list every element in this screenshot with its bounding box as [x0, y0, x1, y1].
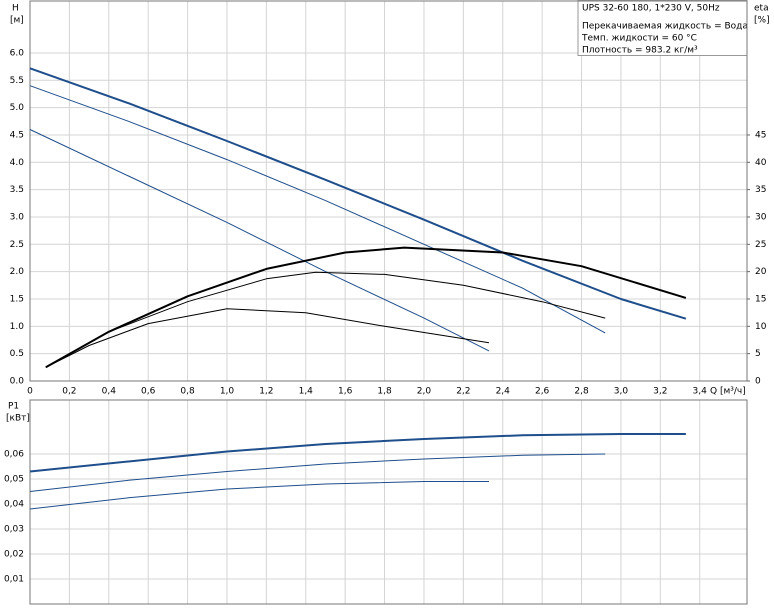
curve — [29, 129, 490, 352]
y-tick-label: 0,03 — [4, 525, 24, 535]
y-tick-label: 4.5 — [10, 130, 24, 140]
y-tick-label: 5.0 — [10, 103, 25, 113]
x-tick-label: 0,2 — [62, 387, 76, 397]
y-tick-label: 6.0 — [10, 48, 25, 58]
curve — [29, 481, 489, 510]
plot-frame — [29, 0, 748, 382]
y-tick-label: 0,01 — [4, 575, 24, 585]
x-tick-label: 2,4 — [496, 387, 511, 397]
y-tick-label: 3.5 — [10, 185, 24, 195]
y2-tick-label: 5 — [755, 349, 761, 359]
annotation: Плотность = 983.2 кг/м³ — [582, 46, 698, 56]
curve — [29, 433, 686, 473]
y-tick-label: 0,05 — [4, 475, 24, 485]
y-tick-label: 0,06 — [4, 450, 24, 460]
curve — [29, 453, 606, 492]
y2-tick-label: 25 — [755, 240, 766, 250]
y-tick-label: 4.0 — [10, 158, 25, 168]
chart-title: UPS 32-60 180, 1*230 V, 50Hz — [582, 4, 720, 14]
curve — [29, 67, 687, 320]
x-tick-label: 2,8 — [574, 387, 589, 397]
x-tick-label: 3,0 — [614, 387, 629, 397]
annotation: Темп. жидкости = 60 °C — [581, 34, 697, 44]
x-tick-label: 0,6 — [141, 387, 156, 397]
y2-tick-label: 40 — [755, 158, 767, 168]
x-tick-label: 1,0 — [220, 387, 235, 397]
x-tick-label: 1,2 — [259, 387, 273, 397]
y-tick-label: 5.5 — [10, 76, 24, 86]
x-tick-label: 2,0 — [417, 387, 432, 397]
x-label: Q [м³/ч] — [710, 387, 746, 397]
curve — [45, 246, 687, 369]
y-tick-label: 2.0 — [10, 267, 25, 277]
x-tick-label: 3,2 — [653, 387, 667, 397]
x-tick-label: 2,6 — [535, 387, 550, 397]
info-box — [577, 0, 748, 56]
x-tick-label: 3,4 — [693, 387, 708, 397]
y-unit: [м] — [10, 16, 24, 26]
y-tick-label: 0.5 — [10, 349, 24, 359]
x-tick-label: 0,8 — [180, 387, 195, 397]
y-unit: [кВт] — [6, 414, 30, 424]
y-tick-label: 0,04 — [4, 500, 24, 510]
y-tick-label: 0,02 — [4, 550, 24, 560]
y2-tick-label: 45 — [755, 130, 766, 140]
x-tick-label: 2,2 — [456, 387, 470, 397]
x-tick-label: 0,4 — [102, 387, 117, 397]
y2-tick-label: 20 — [755, 267, 767, 277]
annotation: Перекачиваемая жидкость = Вода — [582, 22, 748, 32]
y2-tick-label: 35 — [755, 185, 766, 195]
y-tick-label: 0.0 — [10, 377, 25, 387]
curve — [45, 271, 606, 368]
y2-tick-label: 0 — [755, 377, 761, 387]
x-tick-label: 0 — [27, 387, 33, 397]
y2-tick-label: 30 — [755, 212, 767, 222]
y-tick-label: 2.5 — [10, 240, 24, 250]
x-tick-label: 1,8 — [377, 387, 392, 397]
y2-tick-label: 15 — [755, 294, 766, 304]
curve — [29, 85, 606, 334]
y-label: H — [12, 4, 19, 14]
y2-tick-label: 10 — [755, 322, 767, 332]
y-tick-label: 1.5 — [10, 294, 24, 304]
x-tick-label: 1,6 — [338, 387, 353, 397]
y-tick-label: 1.0 — [10, 322, 25, 332]
x-tick-label: 1,4 — [299, 387, 314, 397]
y-tick-label: 3.0 — [10, 212, 25, 222]
y2-label: eta — [754, 4, 769, 14]
curve — [45, 308, 490, 368]
y-label: P1 — [8, 402, 19, 412]
y2-unit: [%] — [754, 16, 770, 26]
plot-frame — [29, 399, 748, 605]
